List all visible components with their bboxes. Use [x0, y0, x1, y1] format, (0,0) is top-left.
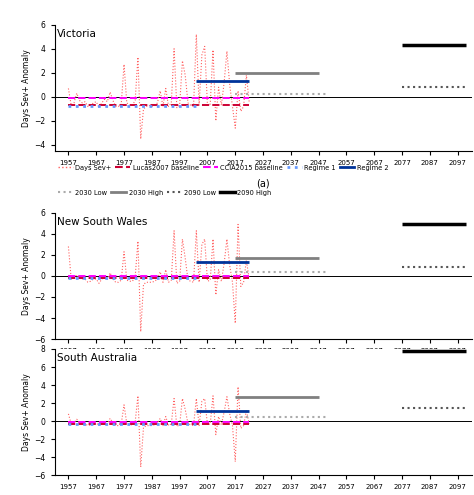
Y-axis label: Days Sev+ Anomaly: Days Sev+ Anomaly: [22, 373, 31, 451]
Y-axis label: Days Sev+ Anomaly: Days Sev+ Anomaly: [22, 49, 31, 127]
Text: South Australia: South Australia: [56, 353, 137, 363]
Text: (b): (b): [256, 367, 270, 377]
Text: Victoria: Victoria: [56, 29, 97, 39]
Legend: 2030 Low, 2030 High, 2090 Low, 2090 High: 2030 Low, 2030 High, 2090 Low, 2090 High: [58, 190, 272, 196]
Text: New South Wales: New South Wales: [56, 217, 147, 227]
Y-axis label: Days Sev+ Anomaly: Days Sev+ Anomaly: [22, 237, 31, 315]
Text: (a): (a): [256, 179, 270, 189]
